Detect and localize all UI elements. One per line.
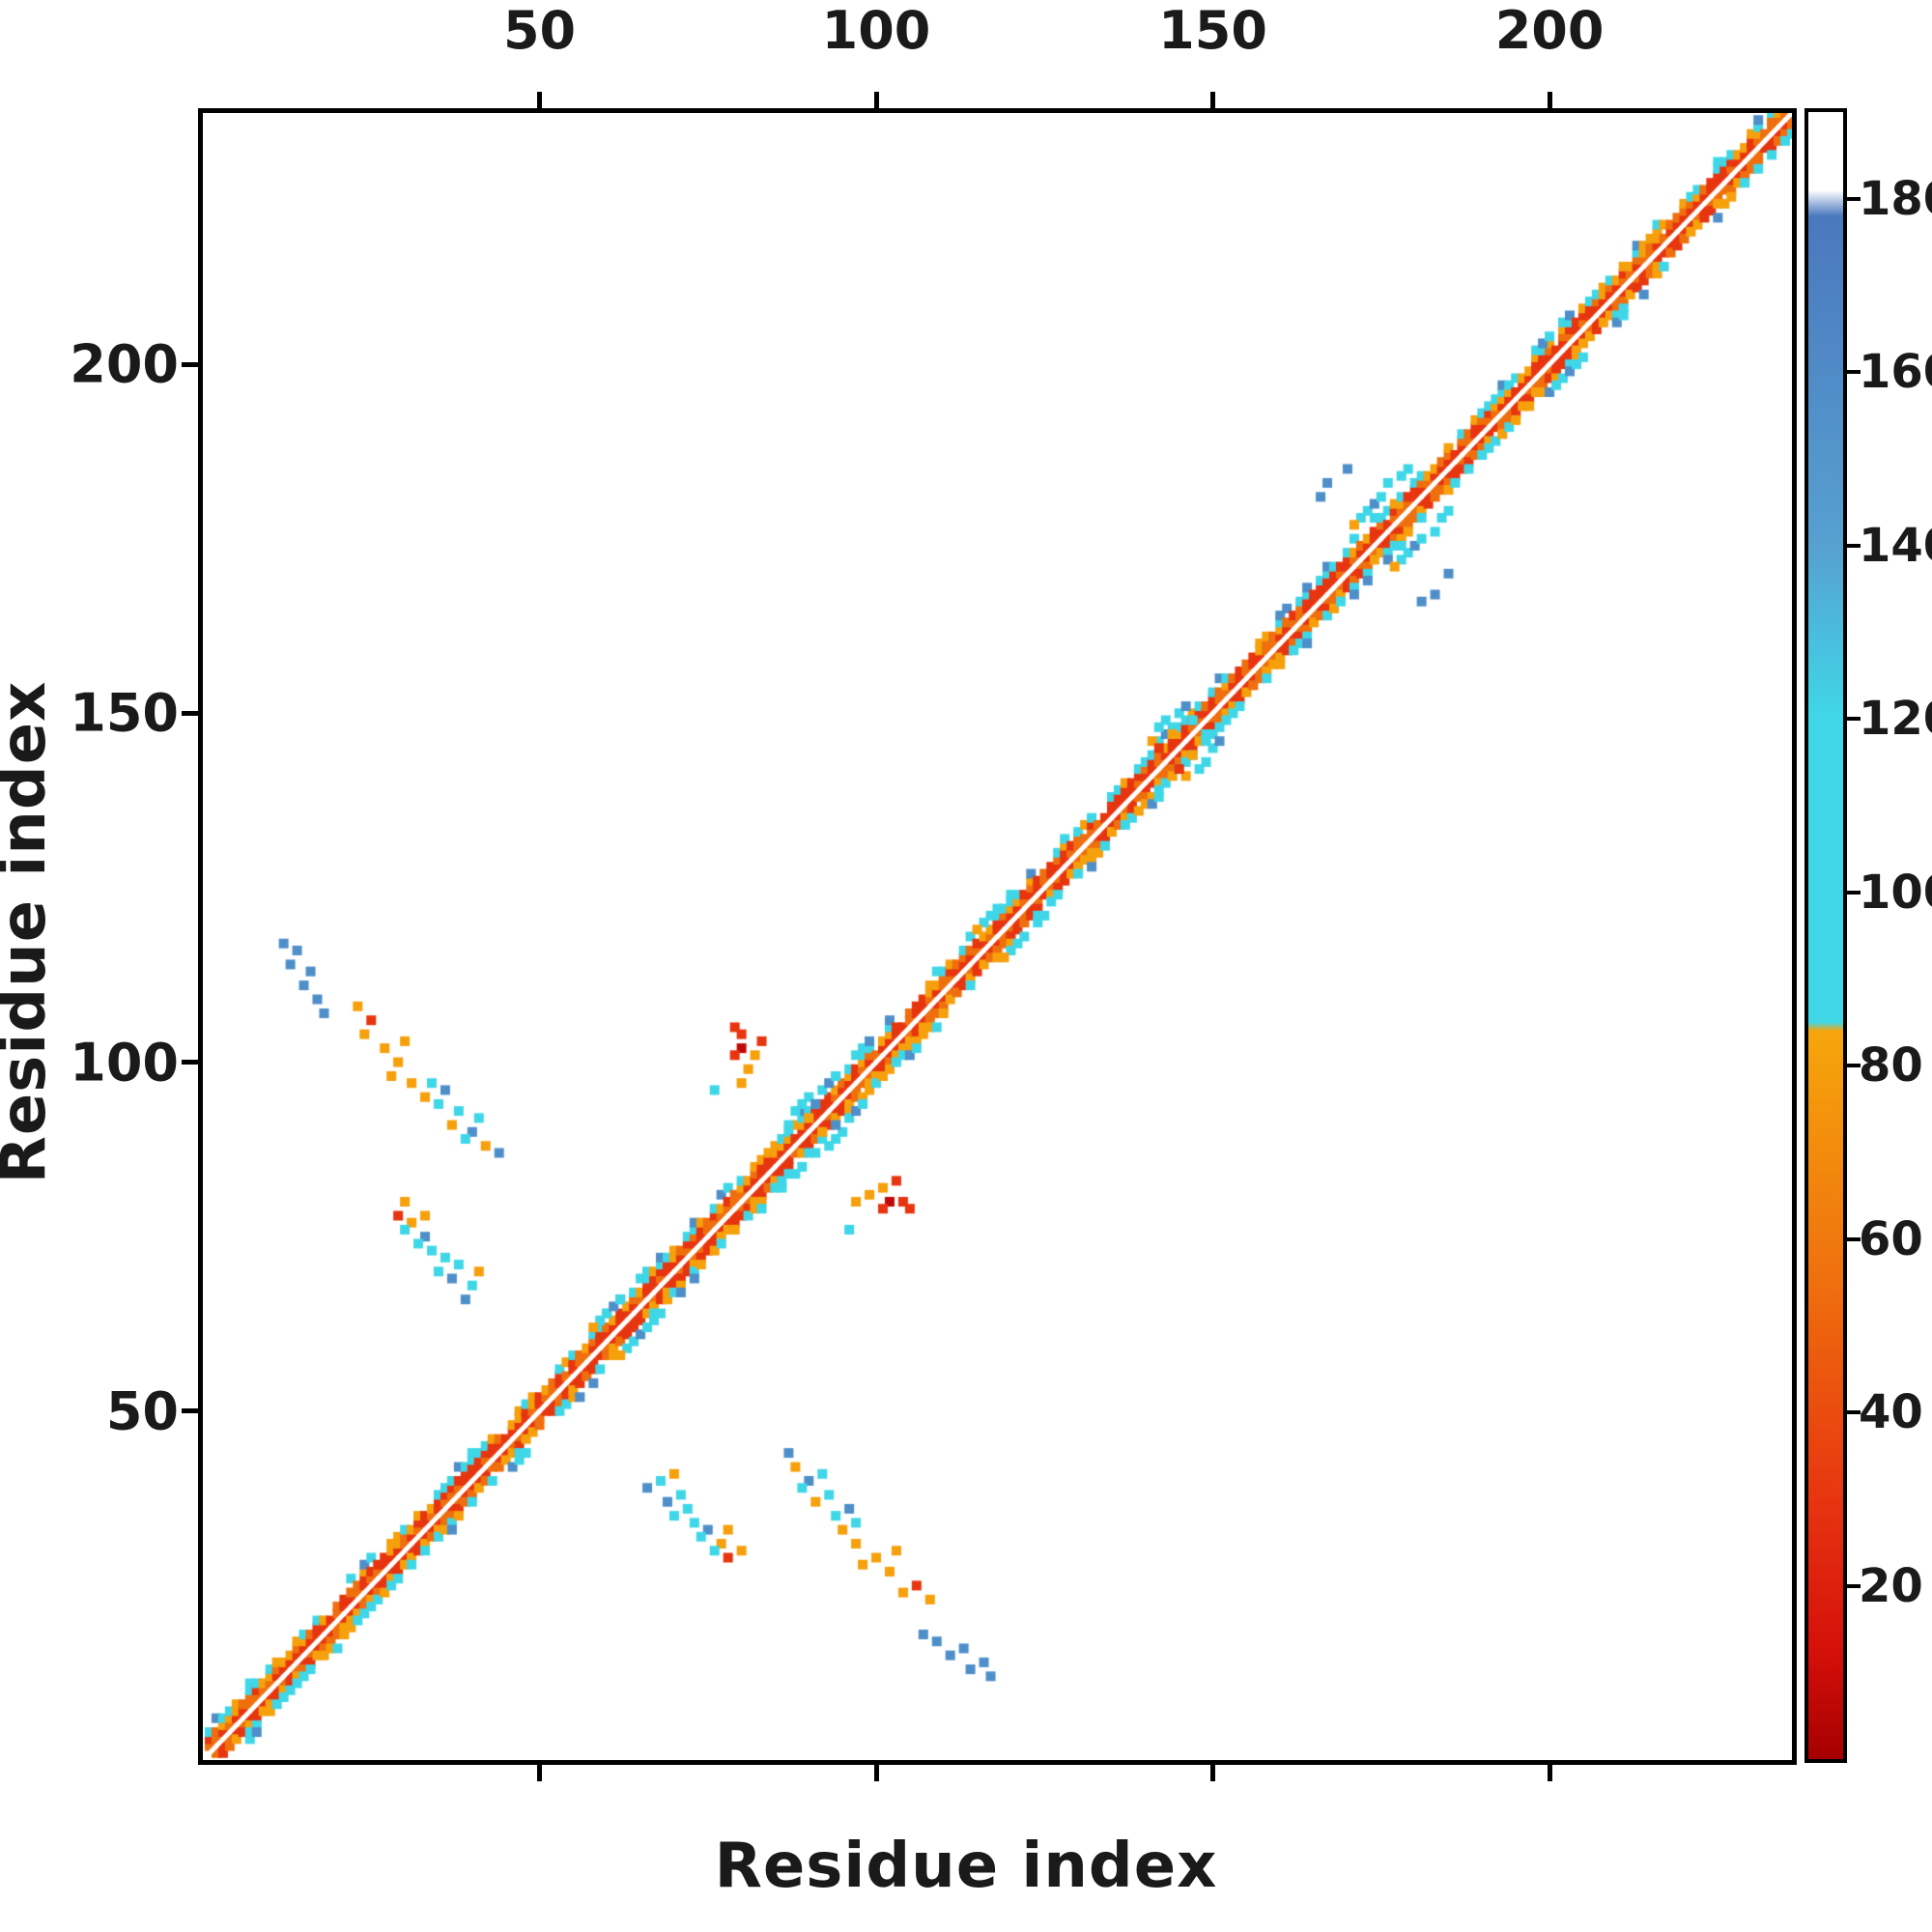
x-tick-top xyxy=(1547,92,1552,113)
colorbar-tick xyxy=(1847,1410,1861,1415)
y-tick-label: 100 xyxy=(70,1032,179,1094)
x-tick xyxy=(1547,1760,1552,1781)
colorbar-tick xyxy=(1847,1236,1861,1241)
colorbar-tick-label: 60 xyxy=(1859,1211,1923,1266)
y-tick xyxy=(182,1408,203,1414)
colorbar-tick-label: 160 xyxy=(1859,345,1932,400)
x-tick-top xyxy=(873,92,879,113)
colorbar-tick-label: 20 xyxy=(1859,1558,1923,1613)
colorbar-tick xyxy=(1847,1064,1861,1068)
x-tick xyxy=(873,1760,879,1781)
x-tick-top xyxy=(537,92,543,113)
colorbar-tick xyxy=(1847,717,1861,722)
colorbar-tick-label: 40 xyxy=(1859,1385,1923,1440)
colorbar-tick xyxy=(1847,890,1861,895)
colorbar-tick-label: 120 xyxy=(1859,692,1932,747)
y-tick xyxy=(182,361,203,367)
x-tick-label: 150 xyxy=(1158,0,1267,61)
colorbar-tick-label: 180 xyxy=(1859,171,1932,226)
x-axis-title: Residue index xyxy=(714,1831,1218,1902)
colorbar-tick xyxy=(1847,1583,1861,1588)
colorbar-tick xyxy=(1847,196,1861,201)
y-tick-label: 200 xyxy=(70,333,179,395)
colorbar-tick xyxy=(1847,370,1861,375)
colorbar-gradient xyxy=(1808,112,1843,1759)
plot-area xyxy=(198,108,1797,1765)
colorbar xyxy=(1804,108,1847,1763)
colorbar-tick-label: 140 xyxy=(1859,518,1932,573)
x-tick-label: 100 xyxy=(821,0,931,61)
x-tick-label: 200 xyxy=(1494,0,1605,61)
y-tick-label: 50 xyxy=(105,1380,179,1442)
colorbar-tick-label: 80 xyxy=(1859,1038,1923,1094)
x-tick xyxy=(537,1760,543,1781)
x-tick-top xyxy=(1210,92,1216,113)
x-tick xyxy=(1210,1760,1216,1781)
y-tick xyxy=(182,710,203,716)
y-tick xyxy=(182,1060,203,1065)
y-tick-label: 150 xyxy=(70,682,179,744)
colorbar-tick xyxy=(1847,543,1861,548)
contact-map-canvas xyxy=(203,113,1792,1760)
y-axis-title: Residue index xyxy=(0,680,60,1184)
colorbar-tick-label: 100 xyxy=(1859,865,1932,920)
x-tick-label: 50 xyxy=(502,0,577,61)
